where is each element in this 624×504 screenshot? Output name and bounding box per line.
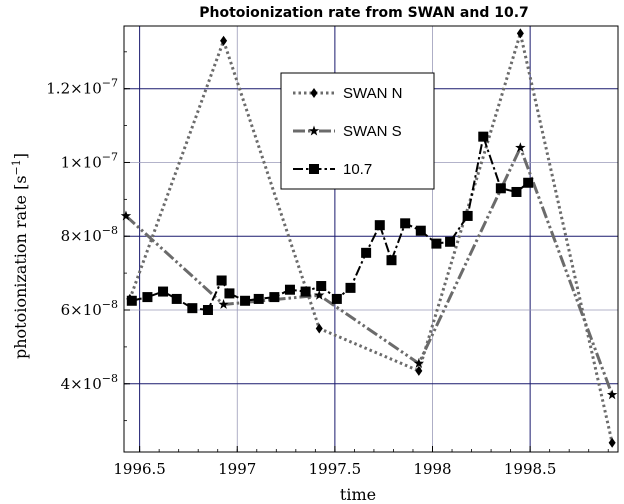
- y-tick-label: 1.2×10−7: [46, 77, 118, 98]
- y-axis-label: photoionization rate [s−1]: [10, 153, 30, 359]
- legend: SWAN N SWAN S 10.7: [280, 72, 435, 190]
- data-point: [220, 35, 228, 46]
- y-tick-times: ×10: [70, 227, 102, 245]
- series-line: [131, 132, 529, 312]
- x-tick-label: 1997.5: [309, 460, 362, 478]
- y-tick-label: 8×10−8: [61, 224, 118, 245]
- data-point: [224, 288, 235, 299]
- y-tick-times: ×10: [70, 153, 102, 171]
- y-tick-times: ×10: [70, 80, 102, 98]
- y-tick-exponent: −8: [102, 298, 118, 311]
- data-point: [415, 365, 423, 376]
- legend-label: SWAN S: [343, 123, 402, 140]
- data-point: [515, 142, 526, 153]
- data-point: [202, 305, 213, 315]
- data-point: [523, 177, 534, 188]
- data-point: [345, 282, 356, 293]
- data-point: [606, 389, 618, 400]
- y-tick-mantissa: 8: [61, 227, 71, 245]
- data-point: [171, 293, 182, 304]
- data-point: [413, 357, 425, 368]
- x-tick-label: 1998: [413, 460, 451, 478]
- data-point: [386, 255, 397, 266]
- data-point: [495, 183, 506, 194]
- data-point: [331, 293, 342, 304]
- x-tick-label: 1998.5: [504, 460, 557, 478]
- y-tick-mantissa: 1.2: [46, 80, 70, 98]
- data-point: [415, 225, 426, 236]
- data-point: [445, 236, 456, 247]
- data-point: [400, 218, 411, 229]
- y-tick-mantissa: 1: [61, 153, 71, 171]
- data-point: [300, 286, 311, 297]
- legend-entry: SWAN S: [293, 123, 402, 140]
- ticks: 1996.5 1997 1997.5 1998 1998.54×10−86×10−88×…: [46, 51, 609, 478]
- data-point: [142, 292, 153, 303]
- legend-entry: 10.7: [293, 161, 372, 178]
- series-1: [120, 142, 618, 400]
- legend-label: 10.7: [343, 161, 372, 178]
- legend-marker: [309, 164, 319, 174]
- data-point: [462, 210, 473, 221]
- chart-title: Photoionization rate from SWAN and 10.7: [199, 5, 529, 21]
- series-line: [124, 143, 614, 396]
- y-tick-exponent: −7: [102, 77, 118, 90]
- data-point: [374, 220, 385, 231]
- y-tick-label: 6×10−8: [61, 298, 118, 319]
- data-point: [608, 437, 616, 448]
- y-axis-label-exponent: −1: [10, 159, 23, 175]
- data-point: [120, 210, 132, 221]
- y-tick-times: ×10: [70, 301, 102, 319]
- y-tick-mantissa: 4: [61, 375, 71, 393]
- data-point: [253, 293, 264, 304]
- data-point: [284, 284, 295, 295]
- y-tick-times: ×10: [70, 375, 102, 393]
- plot-frame: [123, 25, 619, 453]
- data-point: [126, 295, 137, 306]
- legend-marker: [308, 125, 320, 136]
- y-tick-exponent: −8: [102, 224, 118, 237]
- series-2: [126, 131, 534, 315]
- data-point: [240, 295, 251, 306]
- data-point: [478, 131, 489, 142]
- legend-marker: [310, 88, 318, 98]
- y-tick-label: 1×10−7: [61, 150, 118, 171]
- data-point: [431, 238, 442, 249]
- data-point: [361, 247, 372, 258]
- data-point: [216, 275, 227, 286]
- series-layer: [120, 27, 618, 448]
- x-axis-label: time: [340, 485, 376, 504]
- data-point: [516, 28, 524, 39]
- x-tick-label: 1997: [218, 460, 256, 478]
- y-tick-exponent: −7: [102, 150, 118, 163]
- data-point: [316, 281, 327, 292]
- legend-label: SWAN N: [343, 85, 402, 102]
- y-tick-exponent: −8: [102, 372, 118, 385]
- data-point: [158, 286, 169, 297]
- data-point: [314, 289, 325, 300]
- y-tick-label: 4×10−8: [61, 372, 118, 393]
- data-point: [269, 292, 280, 303]
- y-axis-label-close: ]: [11, 153, 30, 159]
- data-point: [187, 303, 198, 314]
- y-axis-label-main: photoionization rate [s: [11, 175, 30, 359]
- data-point: [511, 186, 522, 197]
- data-point: [218, 298, 229, 309]
- data-point: [315, 323, 323, 334]
- x-tick-label: 1996.5: [113, 460, 166, 478]
- y-tick-mantissa: 6: [61, 301, 71, 319]
- legend-entry: SWAN N: [293, 85, 402, 102]
